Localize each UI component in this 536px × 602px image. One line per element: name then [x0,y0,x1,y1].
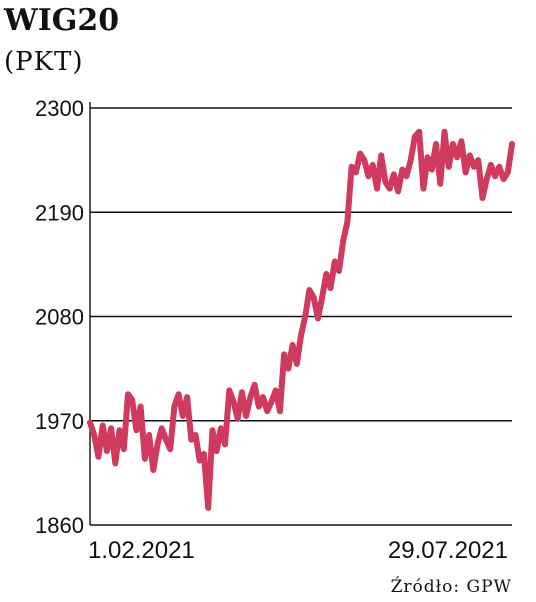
x-tick-labels: 1.02.2021 29.07.2021 [88,537,508,564]
chart-title: WIG20 [3,3,119,38]
y-tick-label: 1970 [35,409,84,434]
series-line-0 [87,128,515,511]
y-tick-label: 2300 [35,96,84,121]
grid-lines [90,107,512,526]
chart-subtitle: (PKT) [4,47,84,77]
y-tick-labels: 1860 1970 2080 2190 2300 [35,96,84,538]
x-tick-label-start: 1.02.2021 [88,537,195,564]
series-layer [87,128,515,511]
x-tick-label-end: 29.07.2021 [388,537,508,564]
y-tick-label: 2080 [35,305,84,330]
y-tick-label: 2190 [35,200,84,225]
y-tick-label: 1860 [35,513,84,538]
source-note: Źródło: GPW [391,576,512,597]
